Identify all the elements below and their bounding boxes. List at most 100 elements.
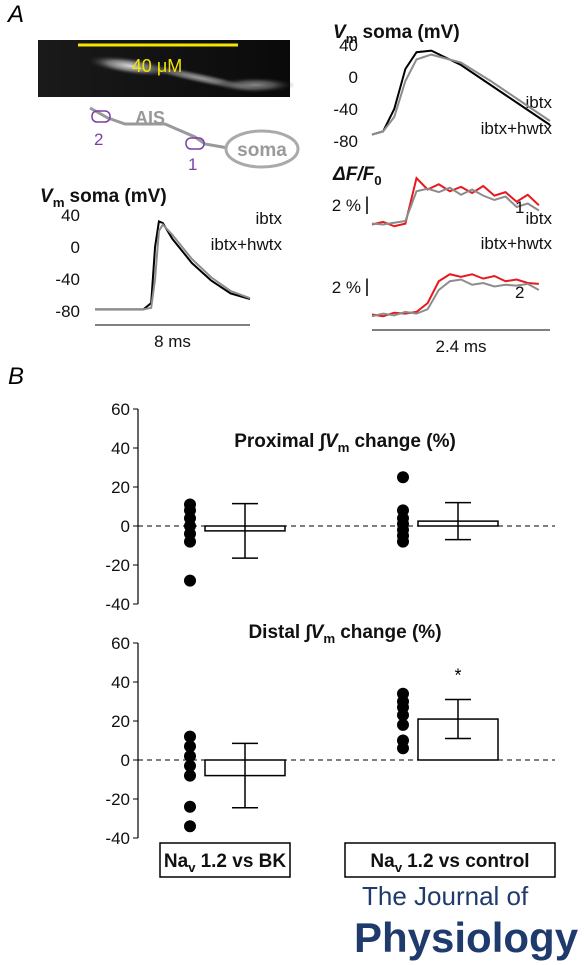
y-tick-label: 20	[111, 478, 130, 497]
chart-title-part: soma (mV)	[70, 186, 167, 207]
time-scale-label: 8 ms	[154, 332, 191, 351]
trace	[371, 176, 540, 228]
significance-marker: *	[454, 666, 461, 686]
data-point	[184, 740, 196, 753]
legend-entry: ibtx+hwtx	[481, 119, 553, 138]
journal-line2: Physiology	[354, 914, 579, 961]
x-tick-label-part: Na	[370, 851, 395, 872]
data-point	[184, 759, 196, 772]
data-point	[184, 820, 196, 833]
site-label: 1	[515, 198, 524, 217]
image-scale-label: 40 μM	[132, 56, 182, 76]
y-tick-label: 20	[111, 712, 130, 731]
trace	[95, 219, 251, 311]
panel-label: B	[8, 363, 24, 390]
x-tick-label: Nav 1.2 vs BK	[164, 851, 287, 875]
trace	[371, 186, 540, 226]
x-tick-label-part: 1.2 vs BK	[201, 851, 287, 872]
category-box	[344, 842, 556, 878]
ais-label: AIS	[135, 108, 165, 128]
legend-entry: ibtx+hwtx	[481, 234, 553, 253]
site-label: 1	[188, 155, 197, 174]
chart-title-part: m	[323, 631, 335, 646]
site-marker	[185, 137, 205, 150]
scale-label: 2 %	[332, 278, 361, 297]
neuron-diagram: AIS 2 1 soma	[89, 106, 300, 174]
error-bar	[232, 502, 258, 559]
y-tick-label: 0	[121, 751, 130, 770]
scale-label: 2 %	[332, 196, 361, 215]
chart-title-part: m	[338, 440, 350, 455]
data-point	[397, 471, 409, 484]
y-tick-label: 40	[111, 673, 130, 692]
chart-title: Vm soma (mV)	[333, 22, 460, 46]
cell-glow	[215, 77, 295, 93]
chart-title-part: change (%)	[354, 431, 455, 452]
data-point	[184, 574, 196, 587]
journal-line1: The Journal of	[362, 881, 529, 911]
x-tick-label-part: Na	[164, 851, 189, 872]
data-point	[397, 718, 409, 731]
chart-title-part: V	[325, 431, 339, 452]
x-tick-label-part: v	[395, 860, 403, 875]
chart-title: Proximal ∫Vm change (%)	[234, 431, 456, 455]
legend-entry: ibtx+hwtx	[211, 235, 283, 254]
trace	[371, 278, 540, 318]
trace	[371, 53, 551, 136]
y-tick-label: 60	[111, 634, 130, 653]
panel-label: A	[6, 1, 24, 28]
site-label: 2	[94, 130, 103, 149]
y-tick-label: -40	[55, 270, 80, 289]
legend-entry: ibtx	[256, 209, 283, 228]
y-tick-label: -80	[333, 132, 358, 151]
y-tick-label: -40	[333, 100, 358, 119]
legend-entry: ibtx	[526, 209, 553, 228]
y-tick-label: -20	[105, 556, 130, 575]
chart-title-part: m	[53, 195, 65, 210]
chart-title-part: m	[346, 31, 358, 46]
legend-entry: ibtx	[526, 93, 553, 112]
x-tick-label-part: 1.2 vs control	[407, 851, 530, 872]
chart-title-part: Proximal ∫	[234, 431, 327, 452]
data-point	[184, 800, 196, 813]
y-tick-label: -40	[105, 595, 130, 614]
micrograph: 40 μM	[38, 40, 295, 97]
y-axis-label-part: ΔF/F	[332, 164, 376, 185]
y-tick-label: -20	[105, 790, 130, 809]
data-point	[184, 750, 196, 763]
error-bar	[445, 501, 471, 541]
chart-title-part: soma (mV)	[363, 22, 460, 43]
y-tick-label: -40	[105, 829, 130, 848]
chart-title-part: V	[40, 186, 54, 207]
trace	[371, 49, 551, 136]
data-point	[184, 769, 196, 782]
data-point	[184, 535, 196, 548]
chart-title: Distal ∫Vm change (%)	[248, 622, 441, 646]
chart-title-part: change (%)	[340, 622, 441, 643]
y-tick-label: 60	[111, 400, 130, 419]
site-label: 2	[515, 283, 524, 302]
data-point	[397, 709, 409, 722]
data-point	[397, 742, 409, 755]
y-tick-label: -80	[55, 302, 80, 321]
category-box	[159, 842, 291, 878]
y-tick-label: 40	[61, 206, 80, 225]
data-point	[184, 730, 196, 743]
chart-title-part: Distal ∫	[248, 622, 312, 643]
y-tick-label: 0	[71, 238, 80, 257]
soma-label: soma	[237, 140, 287, 161]
y-axis-label-part: 0	[374, 173, 381, 188]
y-tick-label: 0	[349, 68, 358, 87]
chart-title: Vm soma (mV)	[40, 186, 167, 210]
x-tick-label-part: v	[188, 860, 196, 875]
chart-title-part: V	[333, 22, 347, 43]
x-tick-label: Nav 1.2 vs control	[370, 851, 529, 875]
site-marker	[91, 110, 111, 123]
data-point	[397, 535, 409, 548]
trace	[95, 222, 251, 311]
y-axis-label: ΔF/F0	[332, 164, 382, 188]
error-bar	[445, 698, 471, 740]
error-bar	[232, 742, 258, 809]
